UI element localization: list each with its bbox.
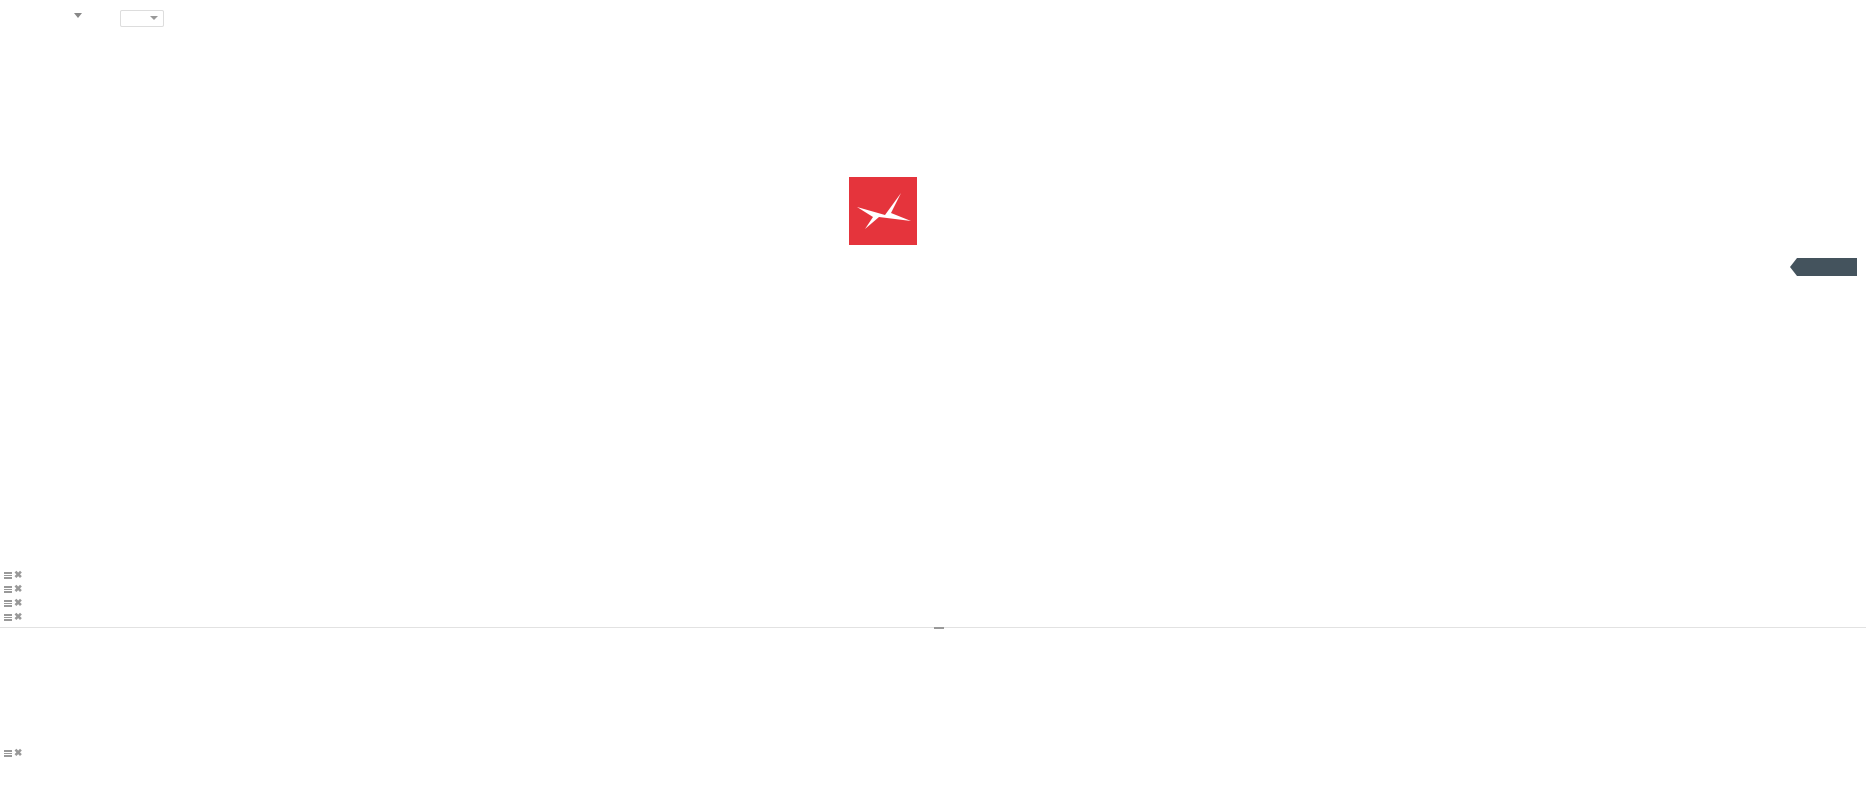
- close-icon[interactable]: ✖: [14, 612, 23, 623]
- close-icon[interactable]: ✖: [14, 598, 23, 609]
- close-icon[interactable]: ✖: [14, 748, 23, 759]
- chart-toolbar: [0, 0, 1866, 36]
- indicator-legend-sma20[interactable]: ✖: [4, 584, 25, 595]
- indicator-legend-bollinger[interactable]: ✖: [4, 570, 25, 581]
- pane-divider[interactable]: [0, 627, 1866, 628]
- settings-icon[interactable]: [4, 599, 12, 607]
- close-icon[interactable]: ✖: [14, 570, 23, 581]
- close-icon[interactable]: ✖: [14, 584, 23, 595]
- indicator-legend-sma50[interactable]: ✖: [4, 612, 25, 623]
- timeframe-select[interactable]: [120, 10, 164, 27]
- pane-resize-handle[interactable]: [934, 627, 944, 629]
- indicator-legend-macd[interactable]: ✖: [4, 748, 25, 759]
- indicator-legend-sma200[interactable]: ✖: [4, 598, 25, 609]
- settings-icon[interactable]: [4, 749, 12, 757]
- chevron-down-icon: [150, 16, 158, 20]
- settings-icon[interactable]: [4, 571, 12, 579]
- current-price-tag: [1790, 258, 1857, 276]
- chevron-down-icon[interactable]: [74, 13, 82, 18]
- settings-icon[interactable]: [4, 585, 12, 593]
- xtb-logo-icon: [849, 177, 917, 245]
- settings-icon[interactable]: [4, 613, 12, 621]
